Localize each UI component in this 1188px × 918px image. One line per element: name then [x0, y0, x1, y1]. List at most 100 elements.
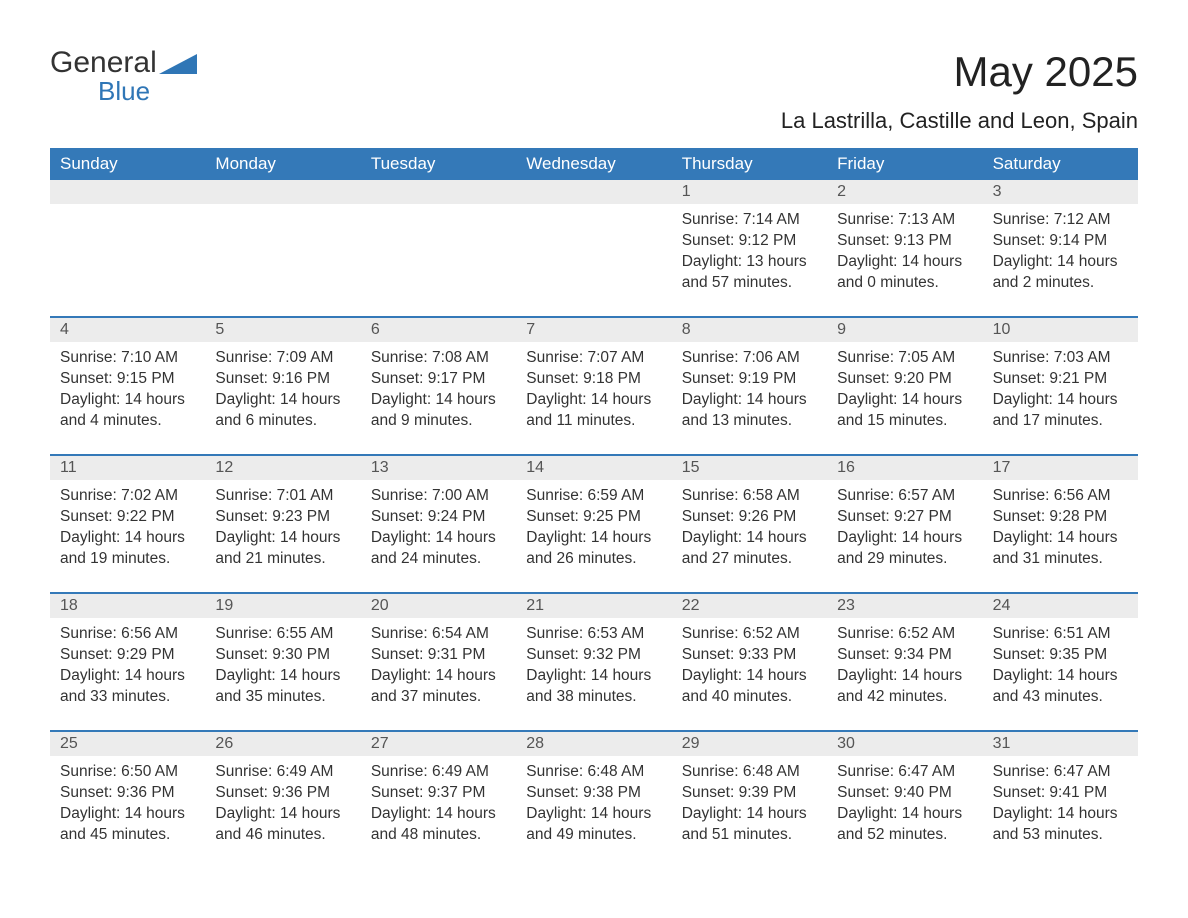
sunrise-line: Sunrise: 6:47 AM — [993, 762, 1128, 783]
sunset-line: Sunset: 9:18 PM — [526, 369, 661, 390]
sunset-line: Sunset: 9:32 PM — [526, 645, 661, 666]
daylight-line: Daylight: 14 hours and 49 minutes. — [526, 804, 661, 846]
day-cell: Sunrise: 6:53 AMSunset: 9:32 PMDaylight:… — [516, 618, 671, 730]
sunset-line: Sunset: 9:22 PM — [60, 507, 195, 528]
week-row: 18192021222324Sunrise: 6:56 AMSunset: 9:… — [50, 592, 1138, 730]
day-number: 27 — [361, 732, 516, 756]
sunrise-line: Sunrise: 7:01 AM — [215, 486, 350, 507]
day-cell: Sunrise: 7:09 AMSunset: 9:16 PMDaylight:… — [205, 342, 360, 454]
daylight-line: Daylight: 14 hours and 29 minutes. — [837, 528, 972, 570]
sunset-line: Sunset: 9:23 PM — [215, 507, 350, 528]
day-number: 13 — [361, 456, 516, 480]
daylight-line: Daylight: 13 hours and 57 minutes. — [682, 252, 817, 294]
day-cell: Sunrise: 7:02 AMSunset: 9:22 PMDaylight:… — [50, 480, 205, 592]
daynum-row: 25262728293031 — [50, 732, 1138, 756]
day-number: 4 — [50, 318, 205, 342]
sunset-line: Sunset: 9:21 PM — [993, 369, 1128, 390]
day-cell: Sunrise: 7:01 AMSunset: 9:23 PMDaylight:… — [205, 480, 360, 592]
day-number: 20 — [361, 594, 516, 618]
day-number: 28 — [516, 732, 671, 756]
day-number: 10 — [983, 318, 1138, 342]
sunset-line: Sunset: 9:15 PM — [60, 369, 195, 390]
day-cell: Sunrise: 6:49 AMSunset: 9:36 PMDaylight:… — [205, 756, 360, 868]
sunrise-line: Sunrise: 7:06 AM — [682, 348, 817, 369]
daylight-line: Daylight: 14 hours and 2 minutes. — [993, 252, 1128, 294]
day-cell: Sunrise: 7:05 AMSunset: 9:20 PMDaylight:… — [827, 342, 982, 454]
weekday-tuesday: Tuesday — [361, 148, 516, 180]
day-number: 9 — [827, 318, 982, 342]
sunset-line: Sunset: 9:38 PM — [526, 783, 661, 804]
sunset-line: Sunset: 9:33 PM — [682, 645, 817, 666]
day-number: 22 — [672, 594, 827, 618]
daylight-line: Daylight: 14 hours and 21 minutes. — [215, 528, 350, 570]
day-cell: Sunrise: 6:48 AMSunset: 9:38 PMDaylight:… — [516, 756, 671, 868]
sunrise-line: Sunrise: 6:55 AM — [215, 624, 350, 645]
day-cell: Sunrise: 7:08 AMSunset: 9:17 PMDaylight:… — [361, 342, 516, 454]
day-number: 12 — [205, 456, 360, 480]
day-cell-empty — [361, 204, 516, 316]
sunset-line: Sunset: 9:36 PM — [60, 783, 195, 804]
weekday-monday: Monday — [205, 148, 360, 180]
day-cell: Sunrise: 6:48 AMSunset: 9:39 PMDaylight:… — [672, 756, 827, 868]
sunrise-line: Sunrise: 7:03 AM — [993, 348, 1128, 369]
day-number: 2 — [827, 180, 982, 204]
day-number: 18 — [50, 594, 205, 618]
daynum-row: 11121314151617 — [50, 456, 1138, 480]
day-number: 17 — [983, 456, 1138, 480]
logo-word2: Blue — [98, 78, 157, 104]
sunset-line: Sunset: 9:30 PM — [215, 645, 350, 666]
sunrise-line: Sunrise: 6:58 AM — [682, 486, 817, 507]
sunset-line: Sunset: 9:29 PM — [60, 645, 195, 666]
sunset-line: Sunset: 9:41 PM — [993, 783, 1128, 804]
day-number — [516, 180, 671, 204]
day-cell-empty — [50, 204, 205, 316]
day-number: 8 — [672, 318, 827, 342]
daylight-line: Daylight: 14 hours and 9 minutes. — [371, 390, 506, 432]
sunset-line: Sunset: 9:14 PM — [993, 231, 1128, 252]
day-cell: Sunrise: 7:12 AMSunset: 9:14 PMDaylight:… — [983, 204, 1138, 316]
sunrise-line: Sunrise: 6:48 AM — [526, 762, 661, 783]
sunrise-line: Sunrise: 6:57 AM — [837, 486, 972, 507]
daylight-line: Daylight: 14 hours and 42 minutes. — [837, 666, 972, 708]
day-number: 16 — [827, 456, 982, 480]
daynum-row: 45678910 — [50, 318, 1138, 342]
day-number: 29 — [672, 732, 827, 756]
day-number: 3 — [983, 180, 1138, 204]
week-row: 11121314151617Sunrise: 7:02 AMSunset: 9:… — [50, 454, 1138, 592]
day-number: 11 — [50, 456, 205, 480]
day-cell: Sunrise: 7:10 AMSunset: 9:15 PMDaylight:… — [50, 342, 205, 454]
sunrise-line: Sunrise: 7:02 AM — [60, 486, 195, 507]
day-cell: Sunrise: 6:55 AMSunset: 9:30 PMDaylight:… — [205, 618, 360, 730]
day-cell: Sunrise: 6:47 AMSunset: 9:40 PMDaylight:… — [827, 756, 982, 868]
day-cell: Sunrise: 7:03 AMSunset: 9:21 PMDaylight:… — [983, 342, 1138, 454]
daylight-line: Daylight: 14 hours and 6 minutes. — [215, 390, 350, 432]
day-cell: Sunrise: 7:06 AMSunset: 9:19 PMDaylight:… — [672, 342, 827, 454]
sunset-line: Sunset: 9:36 PM — [215, 783, 350, 804]
weekday-friday: Friday — [827, 148, 982, 180]
sunrise-line: Sunrise: 7:07 AM — [526, 348, 661, 369]
day-cell: Sunrise: 6:54 AMSunset: 9:31 PMDaylight:… — [361, 618, 516, 730]
day-cell: Sunrise: 6:57 AMSunset: 9:27 PMDaylight:… — [827, 480, 982, 592]
daylight-line: Daylight: 14 hours and 17 minutes. — [993, 390, 1128, 432]
daylight-line: Daylight: 14 hours and 45 minutes. — [60, 804, 195, 846]
day-cell: Sunrise: 6:56 AMSunset: 9:28 PMDaylight:… — [983, 480, 1138, 592]
daylight-line: Daylight: 14 hours and 27 minutes. — [682, 528, 817, 570]
sunrise-line: Sunrise: 6:53 AM — [526, 624, 661, 645]
sunset-line: Sunset: 9:17 PM — [371, 369, 506, 390]
daylight-line: Daylight: 14 hours and 13 minutes. — [682, 390, 817, 432]
sunrise-line: Sunrise: 7:13 AM — [837, 210, 972, 231]
sunset-line: Sunset: 9:27 PM — [837, 507, 972, 528]
day-number: 15 — [672, 456, 827, 480]
day-cell: Sunrise: 6:47 AMSunset: 9:41 PMDaylight:… — [983, 756, 1138, 868]
day-number: 1 — [672, 180, 827, 204]
sunrise-line: Sunrise: 7:05 AM — [837, 348, 972, 369]
sunrise-line: Sunrise: 6:54 AM — [371, 624, 506, 645]
week-row: 45678910Sunrise: 7:10 AMSunset: 9:15 PMD… — [50, 316, 1138, 454]
sunset-line: Sunset: 9:13 PM — [837, 231, 972, 252]
daylight-line: Daylight: 14 hours and 43 minutes. — [993, 666, 1128, 708]
sunrise-line: Sunrise: 6:50 AM — [60, 762, 195, 783]
day-cell: Sunrise: 6:52 AMSunset: 9:34 PMDaylight:… — [827, 618, 982, 730]
day-number: 30 — [827, 732, 982, 756]
daylight-line: Daylight: 14 hours and 0 minutes. — [837, 252, 972, 294]
sunset-line: Sunset: 9:24 PM — [371, 507, 506, 528]
